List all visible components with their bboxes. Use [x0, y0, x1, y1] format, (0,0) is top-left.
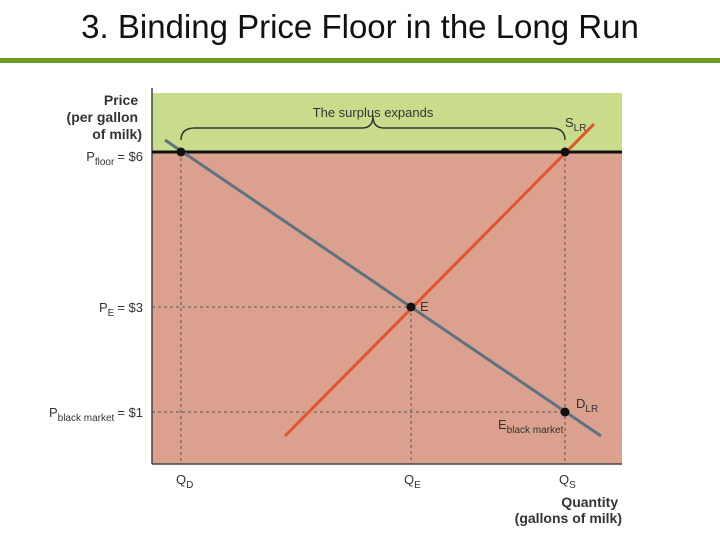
- surplus-label: The surplus expands: [313, 105, 434, 120]
- slide-title: 3. Binding Price Floor in the Long Run: [81, 8, 639, 45]
- qs-point: [560, 147, 570, 157]
- supply-curve: [283, 122, 596, 438]
- black-market-point: [560, 407, 570, 417]
- qd-point: [176, 147, 186, 157]
- surplus-brace: [180, 115, 566, 141]
- demand-curve-label: DLR: [576, 396, 598, 415]
- equilibrium-point: [406, 302, 416, 312]
- black-market-equilibrium-label: Eblack market: [498, 417, 564, 436]
- x-tick-qd: QD: [176, 472, 193, 491]
- x-tick-qs: QS: [559, 472, 576, 491]
- x-axis-title: Quantity (gallons of milk): [515, 494, 622, 526]
- demand-curve: [164, 138, 602, 438]
- x-tick-qe: QE: [404, 472, 421, 491]
- surplus-region: [152, 93, 622, 152]
- y-axis-title: Price (per gallon of milk): [67, 92, 142, 142]
- y-tick-p-black-market: Pblack market = $1: [49, 405, 143, 424]
- equilibrium-label: E: [420, 299, 429, 314]
- y-tick-p-floor: Pfloor = $6: [86, 149, 143, 168]
- below-floor-region: [152, 152, 622, 464]
- title-divider: [0, 58, 720, 63]
- y-tick-pe: PE = $3: [99, 300, 143, 319]
- supply-curve-label: SLR: [565, 115, 586, 134]
